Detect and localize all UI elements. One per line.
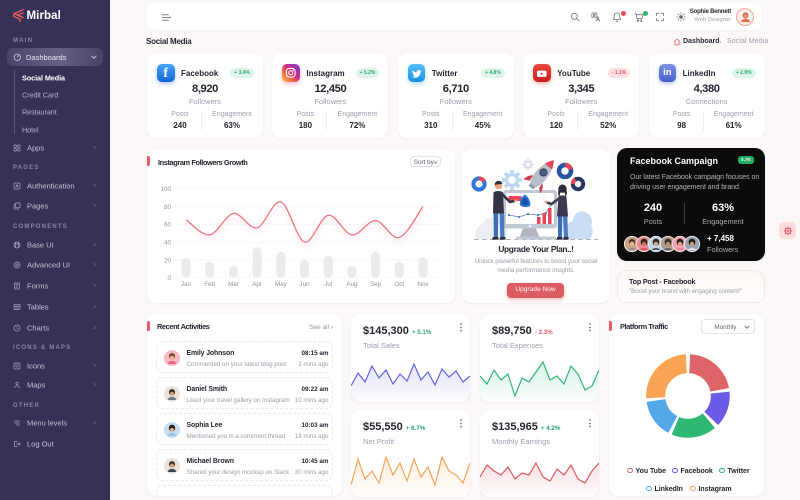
svg-text:Jul: Jul: [324, 281, 332, 288]
svg-text:20: 20: [164, 257, 172, 264]
svg-text:Jun: Jun: [299, 281, 310, 288]
svg-text:80: 80: [164, 204, 172, 211]
svg-text:40: 40: [164, 240, 172, 247]
svg-text:Sep: Sep: [370, 281, 382, 288]
svg-text:Oct: Oct: [394, 281, 404, 288]
svg-text:Jan: Jan: [181, 281, 192, 288]
svg-text:100: 100: [160, 186, 171, 193]
svg-text:0: 0: [167, 275, 171, 282]
svg-text:Feb: Feb: [204, 281, 215, 288]
svg-text:Mar: Mar: [228, 281, 239, 288]
svg-text:Nov: Nov: [417, 281, 429, 288]
svg-text:May: May: [275, 281, 288, 288]
svg-text:Aug: Aug: [346, 281, 358, 288]
svg-text:60: 60: [164, 222, 172, 229]
svg-text:Apr: Apr: [252, 281, 262, 288]
